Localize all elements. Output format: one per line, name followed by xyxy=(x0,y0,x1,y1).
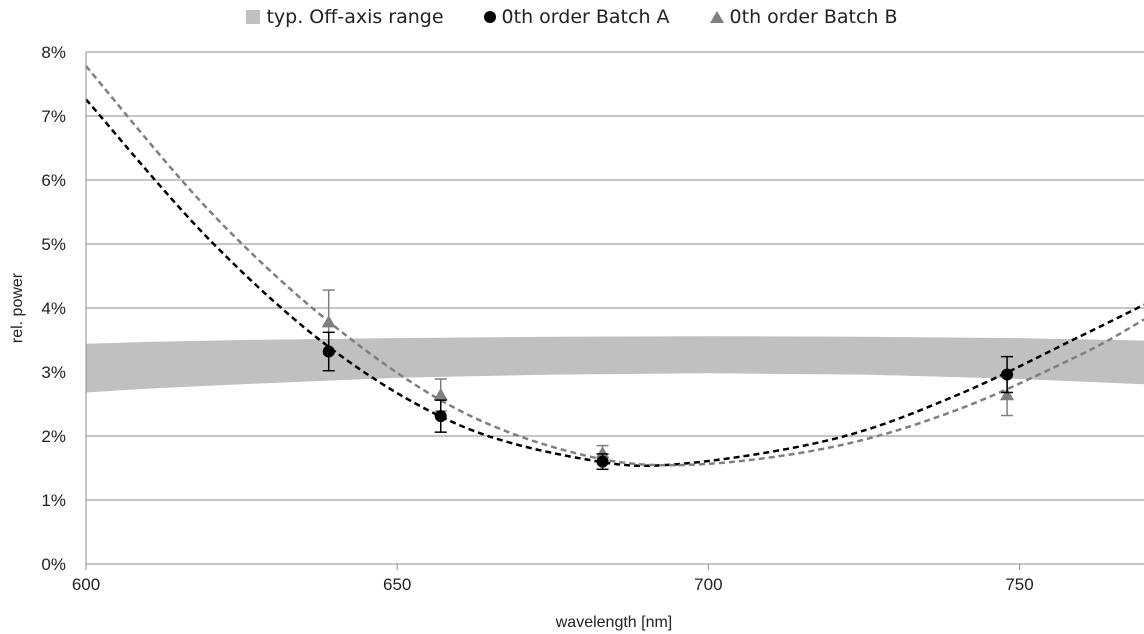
x-axis-label: wavelength [nm] xyxy=(555,614,673,631)
off-axis-range-band xyxy=(86,336,1144,393)
point-s2-3 xyxy=(1000,388,1015,401)
legend-swatch-batch-b xyxy=(709,11,724,23)
legend-label-batch-a: 0th order Batch A xyxy=(501,6,670,28)
y-tick-label-1: 1% xyxy=(41,491,66,510)
point-s2-0 xyxy=(321,315,336,328)
y-tick-label-7: 7% xyxy=(41,107,66,126)
y-tick-label-0: 0% xyxy=(41,555,66,574)
point-s1-0 xyxy=(322,345,335,358)
y-tick-label-4: 4% xyxy=(41,299,66,318)
trendline-series-1 xyxy=(85,98,1144,468)
y-tick-label-2: 2% xyxy=(41,427,66,446)
y-tick-label-5: 5% xyxy=(41,235,66,254)
point-s2-1 xyxy=(433,388,448,401)
legend-swatch-band xyxy=(246,10,261,24)
y-axis-label: rel. power xyxy=(9,272,26,343)
axes xyxy=(85,52,1144,570)
trendline-series-2 xyxy=(85,65,1144,467)
grid-lines xyxy=(86,51,1144,501)
chart-legend: typ. Off-axis range 0th order Batch A 0t… xyxy=(0,6,1144,28)
tick-labels: 0% 1% 2% 3% 4% 5% 6% 7% 8% 600 650 700 750 xyxy=(41,43,1033,594)
point-s2-2 xyxy=(595,446,610,459)
band-area xyxy=(86,336,1144,393)
x-tick-label-700: 700 xyxy=(694,575,722,594)
legend-swatch-batch-a xyxy=(483,11,496,23)
point-s1-3 xyxy=(1001,368,1014,381)
legend-item-batch-b: 0th order Batch B xyxy=(709,6,898,28)
legend-label-batch-b: 0th order Batch B xyxy=(729,6,898,28)
x-tick-label-750: 750 xyxy=(1005,575,1033,594)
x-tick-label-600: 600 xyxy=(72,575,100,594)
data-points xyxy=(321,289,1015,471)
x-tick-label-650: 650 xyxy=(383,575,411,594)
legend-item-band: typ. Off-axis range xyxy=(246,6,444,28)
legend-label-band: typ. Off-axis range xyxy=(266,6,444,28)
y-tick-label-8: 8% xyxy=(41,43,66,62)
trend-lines xyxy=(85,65,1144,468)
y-tick-label-3: 3% xyxy=(41,363,66,382)
point-s1-2 xyxy=(596,455,609,468)
y-tick-label-6: 6% xyxy=(41,171,66,190)
legend-item-batch-a: 0th order Batch A xyxy=(483,6,670,28)
point-s1-1 xyxy=(434,410,447,423)
